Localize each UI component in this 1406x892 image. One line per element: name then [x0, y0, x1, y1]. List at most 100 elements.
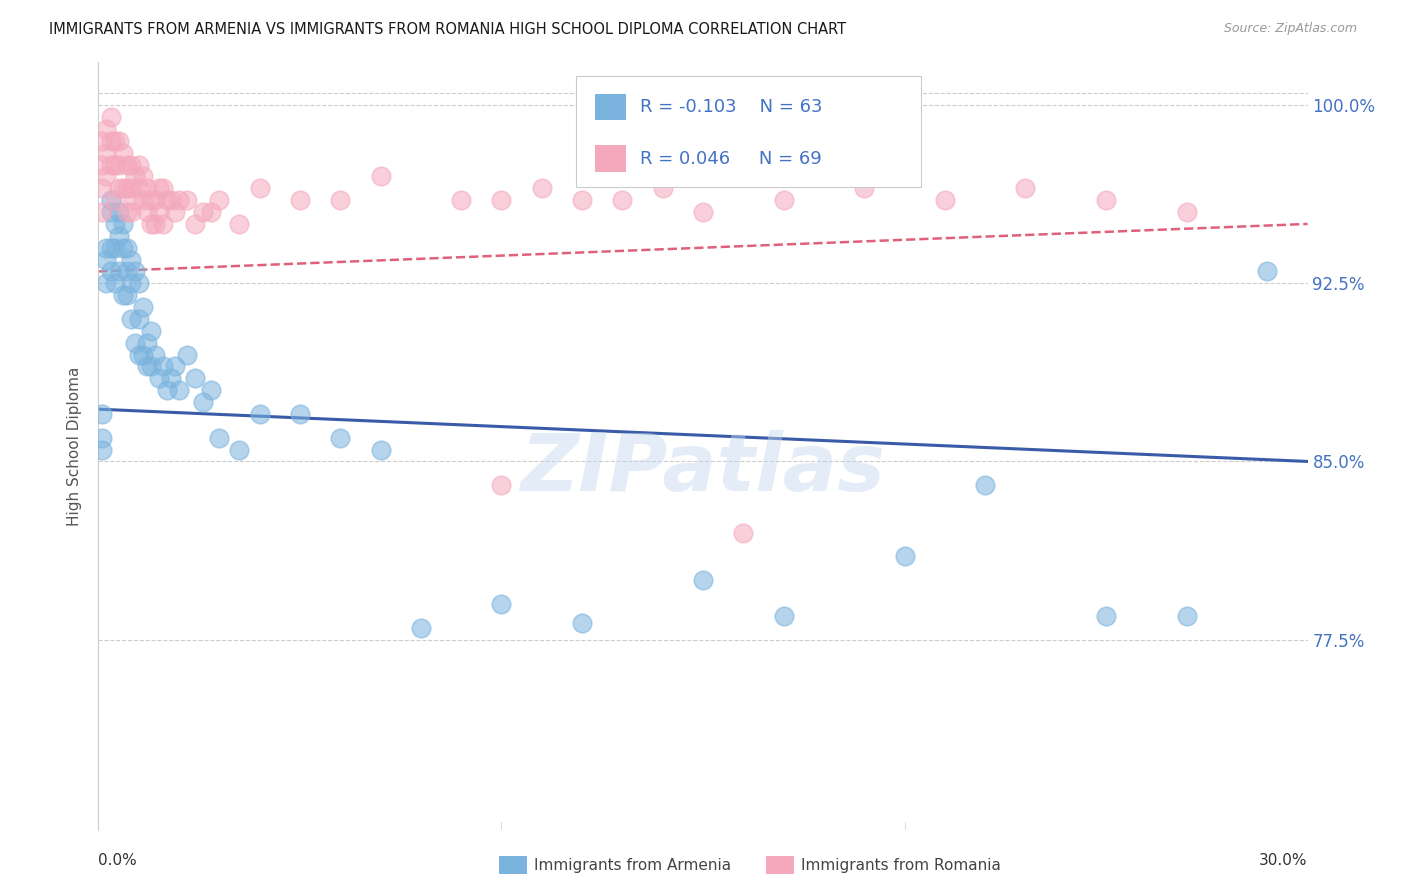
Point: [107, 157, 129, 171]
Point: [132, 300, 155, 314]
Point: [139, 217, 162, 231]
Point: [176, 347, 198, 361]
Point: [571, 193, 593, 207]
Point: [228, 217, 250, 231]
Point: [288, 407, 311, 421]
Point: [934, 193, 956, 207]
Point: [100, 134, 122, 148]
Point: [772, 608, 794, 623]
Text: 0.0%: 0.0%: [98, 854, 138, 868]
Point: [96, 277, 118, 291]
Point: [111, 288, 134, 302]
Point: [1175, 205, 1198, 219]
Point: [491, 597, 513, 611]
Point: [200, 383, 222, 397]
Point: [91, 205, 114, 219]
Point: [100, 110, 122, 124]
Point: [107, 134, 129, 148]
Point: [370, 169, 392, 184]
Text: 30.0%: 30.0%: [1260, 854, 1308, 868]
Point: [100, 264, 122, 278]
Point: [115, 181, 138, 195]
Point: [111, 181, 134, 195]
Point: [491, 478, 513, 492]
Point: [530, 181, 553, 195]
Point: [409, 621, 432, 635]
Point: [115, 288, 138, 302]
Point: [132, 169, 155, 184]
Point: [120, 181, 142, 195]
Point: [107, 181, 129, 195]
Point: [111, 217, 134, 231]
Point: [167, 193, 190, 207]
Point: [163, 359, 186, 374]
Point: [120, 252, 142, 267]
Text: R = 0.046     N = 69: R = 0.046 N = 69: [640, 150, 821, 168]
Point: [107, 205, 129, 219]
Point: [612, 193, 634, 207]
Point: [128, 277, 150, 291]
Point: [91, 134, 114, 148]
Point: [100, 205, 122, 219]
Point: [148, 181, 170, 195]
Point: [139, 359, 162, 374]
Point: [208, 431, 231, 445]
Point: [96, 252, 118, 267]
Point: [893, 549, 915, 564]
Point: [1095, 193, 1118, 207]
Point: [200, 205, 222, 219]
Point: [107, 264, 129, 278]
Point: [124, 193, 146, 207]
Text: Immigrants from Romania: Immigrants from Romania: [801, 858, 1001, 872]
Text: ZIPatlas: ZIPatlas: [520, 430, 886, 508]
Point: [132, 193, 155, 207]
Point: [120, 312, 142, 326]
Point: [96, 145, 118, 160]
Point: [111, 145, 134, 160]
Point: [124, 169, 146, 184]
Point: [163, 205, 186, 219]
Point: [228, 442, 250, 457]
Point: [124, 335, 146, 350]
Point: [115, 264, 138, 278]
Point: [135, 359, 157, 374]
Text: R = -0.103    N = 63: R = -0.103 N = 63: [640, 98, 823, 116]
Point: [143, 347, 166, 361]
Point: [491, 193, 513, 207]
Point: [249, 181, 271, 195]
Point: [91, 157, 114, 171]
Point: [96, 122, 118, 136]
Point: [152, 359, 174, 374]
Point: [148, 371, 170, 385]
Point: [249, 407, 271, 421]
Point: [128, 157, 150, 171]
Point: [370, 442, 392, 457]
Point: [135, 335, 157, 350]
Point: [184, 371, 207, 385]
Point: [132, 347, 155, 361]
Point: [156, 193, 179, 207]
Point: [91, 181, 114, 195]
Point: [974, 478, 997, 492]
Point: [143, 217, 166, 231]
Point: [329, 193, 352, 207]
Point: [128, 347, 150, 361]
Point: [103, 193, 125, 207]
Point: [91, 431, 114, 445]
Point: [107, 228, 129, 243]
Point: [176, 193, 198, 207]
Point: [120, 277, 142, 291]
Point: [193, 205, 215, 219]
Point: [208, 193, 231, 207]
Point: [115, 157, 138, 171]
Text: IMMIGRANTS FROM ARMENIA VS IMMIGRANTS FROM ROMANIA HIGH SCHOOL DIPLOMA CORRELATI: IMMIGRANTS FROM ARMENIA VS IMMIGRANTS FR…: [49, 22, 846, 37]
Point: [152, 217, 174, 231]
Point: [135, 181, 157, 195]
Point: [96, 241, 118, 255]
Point: [152, 181, 174, 195]
Point: [139, 193, 162, 207]
Point: [143, 193, 166, 207]
Point: [124, 264, 146, 278]
Text: Immigrants from Armenia: Immigrants from Armenia: [534, 858, 731, 872]
Point: [160, 371, 183, 385]
